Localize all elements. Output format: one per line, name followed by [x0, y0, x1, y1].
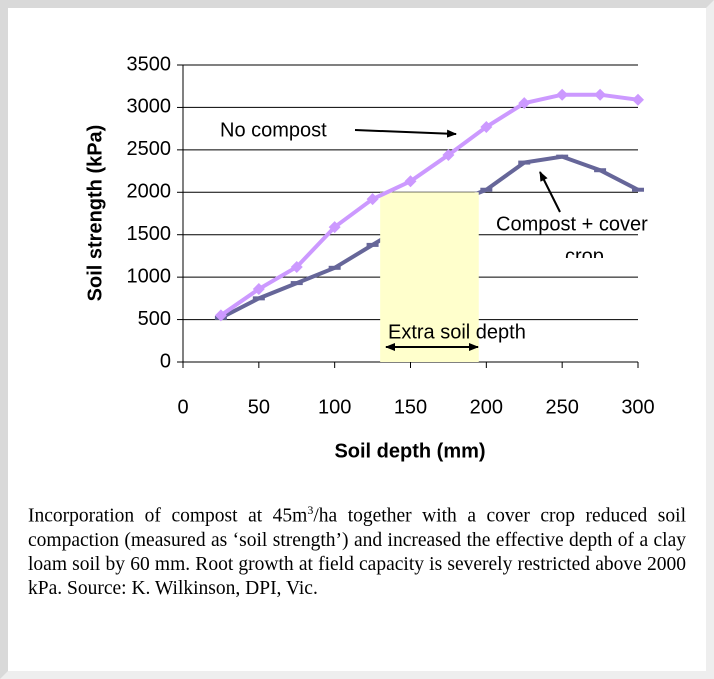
marker	[594, 88, 607, 101]
marker	[366, 193, 379, 206]
y-axis-title: Soil strength (kPa)	[84, 125, 106, 302]
marker	[632, 93, 644, 106]
marker	[252, 296, 265, 301]
marker	[632, 187, 644, 192]
x-tick-label: 250	[545, 396, 578, 418]
x-tick-label: 100	[318, 396, 351, 418]
caption-superscript: 3	[307, 503, 314, 517]
marker	[404, 175, 417, 188]
x-tick-label: 300	[621, 396, 654, 418]
x-tick-label: 50	[248, 396, 270, 418]
x-axis-title: Soil depth (mm)	[334, 440, 485, 462]
annotation: crop	[565, 245, 604, 267]
marker	[252, 283, 265, 296]
arrow	[354, 129, 457, 138]
marker	[442, 148, 455, 161]
y-tick-label: 0	[160, 350, 171, 372]
highlight-box	[380, 192, 479, 362]
annotation: Compost + cover	[496, 213, 648, 235]
marker	[518, 160, 531, 165]
highlight-label: Extra soil depth	[388, 321, 526, 343]
x-tick-label: 0	[177, 396, 188, 418]
marker	[214, 309, 227, 322]
marker	[556, 88, 569, 101]
marker	[480, 120, 493, 133]
line	[219, 92, 639, 317]
x-tick-label: 200	[470, 396, 503, 418]
marker	[328, 265, 341, 270]
marker	[366, 242, 379, 247]
marker	[556, 154, 569, 159]
annotation: No compost	[220, 119, 327, 141]
y-tick-label: 2000	[127, 181, 172, 203]
marker	[328, 221, 341, 234]
y-tick-label: 3500	[127, 53, 172, 75]
caption-text: Incorporation of compost at 45m	[28, 505, 308, 527]
y-tick-label: 1500	[127, 223, 172, 245]
caption: Incorporation of compost at 45m3/ha toge…	[28, 498, 686, 601]
y-tick-label: 1000	[127, 265, 172, 287]
y-tick-label: 3000	[127, 96, 172, 118]
marker	[594, 168, 607, 173]
x-tick-label: 150	[394, 396, 427, 418]
marker	[518, 97, 531, 110]
annotation-group: Compost + cover crop	[496, 213, 648, 267]
y-tick-label: 500	[138, 308, 171, 330]
caption-text: /ha together with a cover crop reduced s…	[28, 505, 686, 599]
marker	[290, 260, 303, 273]
arrow	[539, 171, 561, 213]
y-tick-label: 2500	[127, 138, 172, 160]
marker	[480, 187, 493, 192]
marker	[290, 281, 303, 286]
